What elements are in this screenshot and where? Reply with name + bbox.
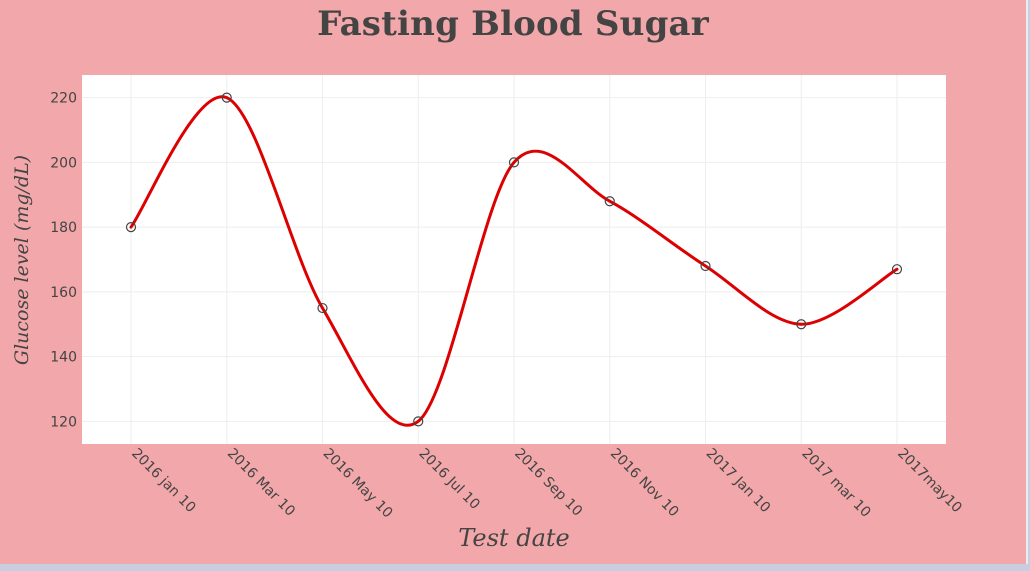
data-point [508, 157, 520, 168]
data-point [604, 196, 615, 207]
y-tick-label: 220 [50, 91, 77, 107]
x-tick-label: 2016 May 10 [320, 446, 396, 522]
x-tick-label: 2017may10 [894, 446, 965, 517]
x-tick-label: 2016 Sep 10 [511, 446, 585, 520]
x-tick-label: 2016 Mar 10 [224, 446, 298, 520]
chart-title: Fasting Blood Sugar [317, 4, 709, 44]
series-line [129, 95, 899, 427]
x-tick-label: 2017 mar 10 [798, 446, 873, 521]
y-tick-label: 180 [50, 220, 77, 236]
data-point [317, 302, 328, 314]
data-point [221, 92, 232, 103]
x-tick-label: 2017 Jan 10 [703, 446, 774, 517]
y-tick-label: 200 [50, 155, 77, 171]
data-point [413, 416, 424, 427]
x-tick-label: 2016 jan 10 [128, 446, 198, 516]
data-point [796, 319, 807, 330]
x-tick-label: 2016 Jul 10 [415, 446, 482, 513]
data-point [891, 264, 903, 275]
data-point [700, 260, 711, 272]
y-tick-label: 160 [50, 285, 77, 301]
y-tick-label: 140 [50, 350, 77, 366]
x-axis-label: Test date [458, 524, 570, 552]
y-tick-label: 120 [50, 414, 77, 430]
data-point [125, 222, 137, 233]
x-tick-label: 2016 Nov 10 [607, 446, 682, 521]
